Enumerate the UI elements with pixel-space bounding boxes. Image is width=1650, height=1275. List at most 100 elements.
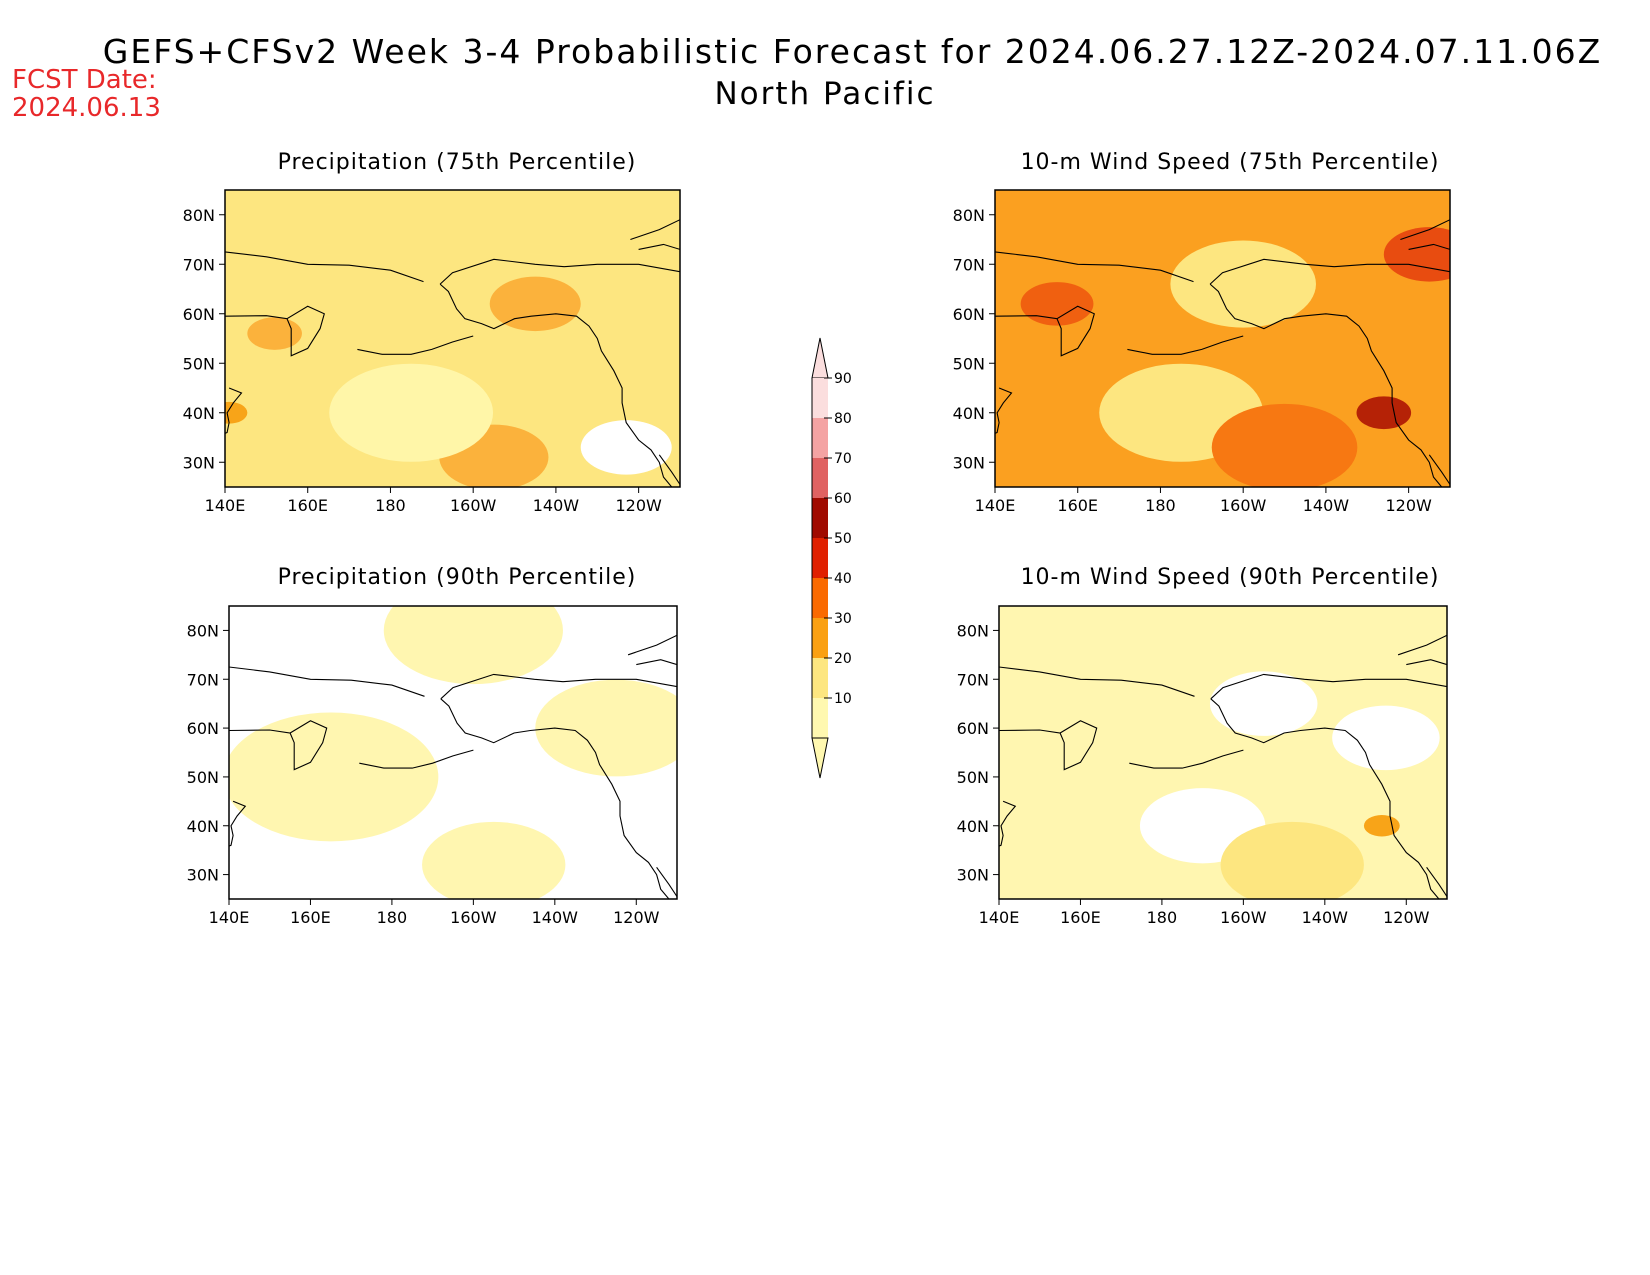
probability-patch — [1383, 227, 1450, 282]
coastline — [638, 243, 680, 250]
y-tick-label: 50N — [957, 768, 989, 787]
coastline — [995, 251, 1194, 283]
fcst-date: 2024.06.13 — [12, 93, 161, 123]
coastline — [440, 698, 670, 899]
coastline — [1400, 219, 1450, 241]
y-tick-label: 60N — [957, 719, 989, 738]
coastline — [1406, 659, 1447, 666]
y-tick-label: 80N — [957, 621, 989, 640]
probability-patch — [247, 317, 302, 350]
colorbar-segment — [812, 618, 828, 658]
coastline — [229, 800, 247, 847]
coastline — [995, 305, 1095, 357]
map-frame — [994, 189, 1451, 488]
colorbar: 90 80 70 60 50 40 30 20 10 — [811, 337, 852, 779]
coastline — [229, 666, 425, 697]
y-tick-label: 80N — [187, 621, 219, 640]
coastline — [999, 666, 1195, 697]
page-subtitle: North Pacific — [714, 76, 936, 112]
map-wind90: 140E 160E 180 160W 140W 120W 80N 70N 60N 50N 40N 30… — [957, 605, 1448, 927]
coastline — [1127, 335, 1244, 355]
panel-title-precip75: Precipitation (75th Percentile) — [277, 150, 637, 175]
coastline — [225, 387, 243, 434]
x-tick-label: 140W — [532, 908, 579, 927]
y-tick-label: 60N — [187, 719, 219, 738]
coastline — [1210, 698, 1440, 899]
map-precip75: 140E 160E 180 160W 140W 120W 80N 70N 60N 50N 40N 30… — [183, 189, 681, 515]
x-tick-label: 160E — [1060, 908, 1101, 927]
x-tick-label: 140W — [1302, 908, 1349, 927]
map-wind75: 140E 160E 180 160W 140W 120W 80N 70N 60N 50N 40N 30… — [953, 189, 1451, 515]
colorbar-label: 90 — [834, 371, 852, 387]
y-tick-label: 40N — [183, 404, 215, 423]
coastline — [440, 673, 677, 700]
x-tick-label: 120W — [1383, 908, 1430, 927]
x-tick-label: 140W — [533, 496, 580, 515]
x-tick-label: 140E — [979, 908, 1020, 927]
colorbar-segment — [812, 458, 828, 498]
y-tick-label: 30N — [953, 453, 985, 472]
probability-patch — [1363, 815, 1400, 837]
y-tick-label: 70N — [957, 670, 989, 689]
probability-patch — [229, 712, 439, 842]
map-precip90: 140E 160E 180 160W 140W 120W 80N 70N 60N 50N 40N 30… — [187, 605, 678, 927]
y-tick-label: 40N — [957, 817, 989, 836]
coastline — [357, 335, 474, 355]
y-tick-label: 50N — [953, 354, 985, 373]
x-tick-label: 160E — [1057, 496, 1098, 515]
coastline — [999, 800, 1017, 847]
coastline — [1210, 673, 1447, 700]
y-tick-label: 30N — [187, 866, 219, 885]
coastline — [1428, 454, 1450, 485]
colorbar-segment — [812, 378, 828, 418]
x-tick-label: 140W — [1303, 496, 1350, 515]
probability-patch — [1209, 671, 1318, 736]
colorbar-label: 10 — [834, 691, 852, 707]
coastline — [1209, 258, 1450, 285]
coastline — [229, 720, 328, 771]
colorbar-segment — [812, 658, 828, 698]
colorbar-label: 30 — [834, 611, 852, 627]
colorbar-segment — [812, 498, 828, 538]
y-tick-label: 80N — [183, 206, 215, 225]
colorbar-segment — [812, 578, 828, 618]
fcst-date-block: FCST Date: 2024.06.13 — [12, 66, 161, 122]
coastline — [636, 659, 677, 666]
y-tick-label: 30N — [183, 453, 215, 472]
y-tick-label: 70N — [183, 255, 215, 274]
x-tick-label: 160W — [1220, 496, 1267, 515]
x-tick-label: 140E — [205, 496, 246, 515]
panel-title-precip90: Precipitation (90th Percentile) — [277, 565, 637, 590]
page-title: GEFS+CFSv2 Week 3-4 Probabilistic Foreca… — [102, 32, 1603, 71]
coastline — [1397, 634, 1447, 656]
probability-patch — [1170, 240, 1316, 328]
coastline — [1209, 283, 1443, 487]
probability-patch — [1220, 821, 1364, 899]
x-tick-label: 140E — [209, 908, 250, 927]
coastline — [658, 454, 680, 485]
coastline — [999, 720, 1098, 771]
probability-patch — [1020, 282, 1094, 326]
x-tick-label: 160E — [287, 496, 328, 515]
coastline — [627, 634, 677, 656]
x-tick-label: 120W — [1385, 496, 1432, 515]
probability-patch — [489, 276, 581, 332]
coastline — [656, 866, 677, 897]
x-tick-label: 120W — [613, 908, 660, 927]
coastline — [439, 258, 680, 285]
colorbar-label: 60 — [834, 491, 852, 507]
coastline — [1408, 243, 1450, 250]
x-tick-label: 180 — [1147, 908, 1178, 927]
panel-title-wind90: 10-m Wind Speed (90th Percentile) — [1020, 565, 1440, 590]
colorbar-label: 50 — [834, 531, 852, 547]
panel-title-wind75: 10-m Wind Speed (75th Percentile) — [1020, 150, 1440, 175]
x-tick-label: 180 — [377, 908, 408, 927]
probability-patch — [329, 363, 494, 462]
y-tick-label: 60N — [183, 305, 215, 324]
coastline — [995, 387, 1013, 434]
y-tick-label: 40N — [953, 404, 985, 423]
coastline — [225, 251, 424, 283]
probability-patch — [1356, 396, 1412, 430]
colorbar-segment — [812, 418, 828, 458]
